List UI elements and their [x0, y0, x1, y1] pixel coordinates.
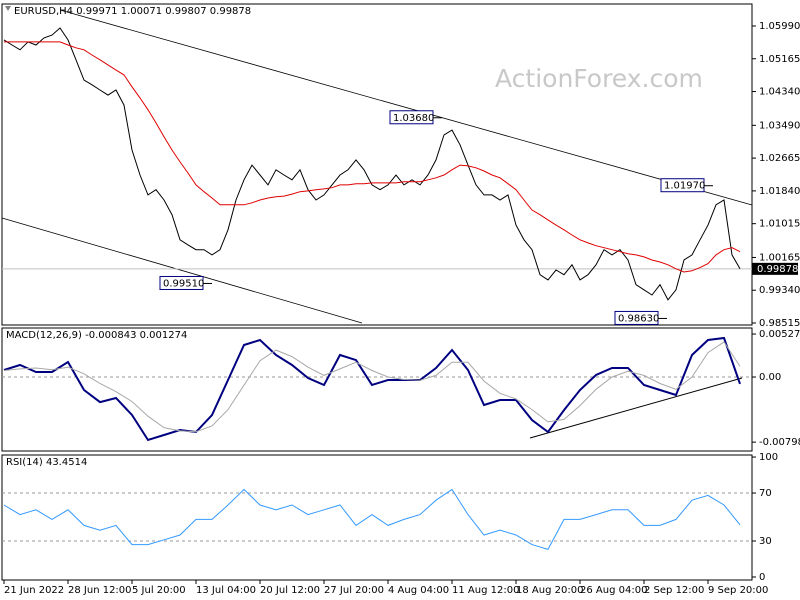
- panel-title: MACD(12,26,9) -0.000843 0.001274: [6, 330, 187, 341]
- series-line: [4, 41, 741, 273]
- series-line: [3, 488, 741, 550]
- x-tick-label: 4 Aug 04:00: [388, 585, 449, 596]
- y-tick-label: 1.01015: [759, 219, 800, 230]
- annotation-label: 0.98630: [618, 313, 659, 324]
- y-tick-label: 1.05165: [759, 54, 800, 65]
- x-tick-label: 5 Jul 20:00: [132, 585, 186, 596]
- annotation-label: 0.99510: [163, 278, 204, 289]
- channel-lower: [1, 217, 363, 324]
- x-tick-label: 28 Jun 12:00: [68, 585, 132, 596]
- y-tick-label: 0.00527: [759, 329, 800, 340]
- y-tick-label: 1.03490: [759, 120, 800, 131]
- x-tick-label: 2 Sep 12:00: [644, 585, 704, 596]
- x-tick-label: 26 Aug 04:00: [580, 585, 647, 596]
- y-tick-label: 0.00: [759, 372, 781, 383]
- y-tick-label: -0.007984: [759, 437, 800, 448]
- macd-trendline: [529, 377, 743, 439]
- annotation-box: [159, 275, 204, 290]
- panel: [1, 454, 753, 581]
- last-price-label: 0.99878: [757, 264, 798, 275]
- series-line: [3, 341, 741, 433]
- y-tick-label: 0.98515: [759, 318, 800, 329]
- x-tick-label: 11 Aug 12:00: [452, 585, 519, 596]
- x-tick-label: 27 Jul 20:00: [324, 585, 384, 596]
- x-tick-label: 20 Jul 12:00: [260, 585, 320, 596]
- y-tick-label: 70: [759, 488, 772, 499]
- panel-title: RSI(14) 43.4514: [6, 457, 87, 468]
- y-tick-label: 1.02665: [759, 153, 800, 164]
- y-tick-label: 0.99340: [759, 285, 800, 296]
- panel: [1, 3, 753, 326]
- annotation-box: [614, 310, 659, 325]
- y-tick-label: 0: [759, 572, 765, 583]
- annotation-box: [660, 178, 705, 193]
- y-tick-label: 1.05990: [759, 21, 800, 32]
- symbol-icon: [5, 6, 11, 11]
- annotation-label: 1.01970: [664, 181, 705, 192]
- annotation-box: [389, 110, 434, 125]
- panel: [1, 327, 753, 452]
- y-tick-label: 1.01840: [759, 186, 800, 197]
- y-tick-label: 100: [759, 452, 778, 463]
- series-line: [3, 336, 741, 442]
- channel-upper: [59, 9, 753, 206]
- watermark: ActionForex.com: [495, 64, 703, 93]
- panel-title: EURUSD,H4 0.99971 1.00071 0.99807 0.9987…: [14, 6, 251, 17]
- annotation-label: 1.03680: [393, 113, 434, 124]
- x-tick-label: 21 Jun 2022: [4, 585, 64, 596]
- y-tick-label: 1.00165: [759, 252, 800, 263]
- y-tick-label: 30: [759, 536, 772, 547]
- y-tick-label: 1.04340: [759, 87, 800, 98]
- x-tick-label: 13 Jul 04:00: [196, 585, 256, 596]
- x-tick-label: 18 Aug 20:00: [516, 585, 583, 596]
- last-price-box: [752, 262, 798, 275]
- x-tick-label: 9 Sep 20:00: [708, 585, 768, 596]
